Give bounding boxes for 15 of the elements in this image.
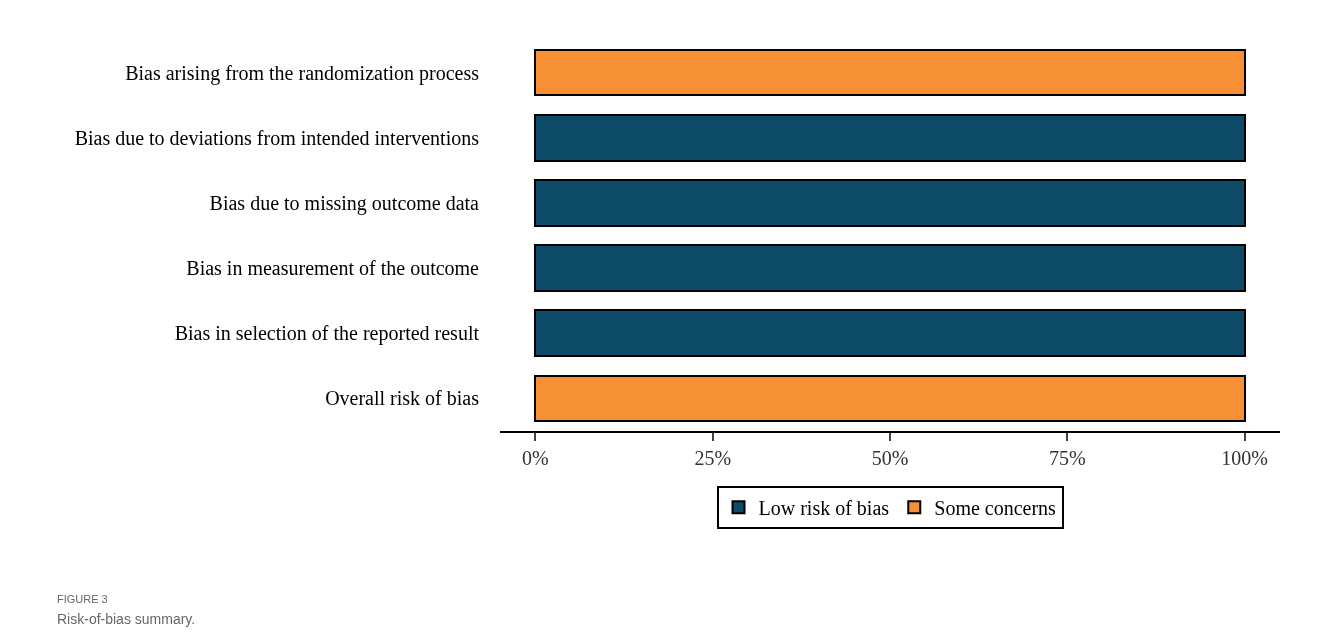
- x-tick-label: 25%: [694, 447, 732, 469]
- y-tick-label: Bias due to missing outcome data: [209, 191, 480, 215]
- y-tick-label: Bias in measurement of the outcome: [186, 257, 480, 280]
- x-tick-label: 75%: [1048, 447, 1086, 469]
- y-tick-label: Bias in selection of the reported result: [174, 322, 480, 346]
- y-tick-label: Bias due to deviations from intended interventions: [74, 126, 480, 149]
- legend-label: Low risk of bias: [758, 497, 890, 520]
- text: Risk-of-bias summary.: [57, 611, 196, 627]
- x-tick-label: 100%: [1221, 447, 1268, 469]
- y-tick-label: Bias arising from the randomization process: [125, 61, 480, 85]
- y-tick-label: Overall risk of bias: [325, 387, 480, 410]
- caption: FIGURE 3: [57, 593, 108, 605]
- legend-label: Some concerns: [934, 497, 1057, 520]
- x-tick-label: 0%: [522, 447, 549, 469]
- x-tick-label: 50%: [871, 447, 909, 469]
